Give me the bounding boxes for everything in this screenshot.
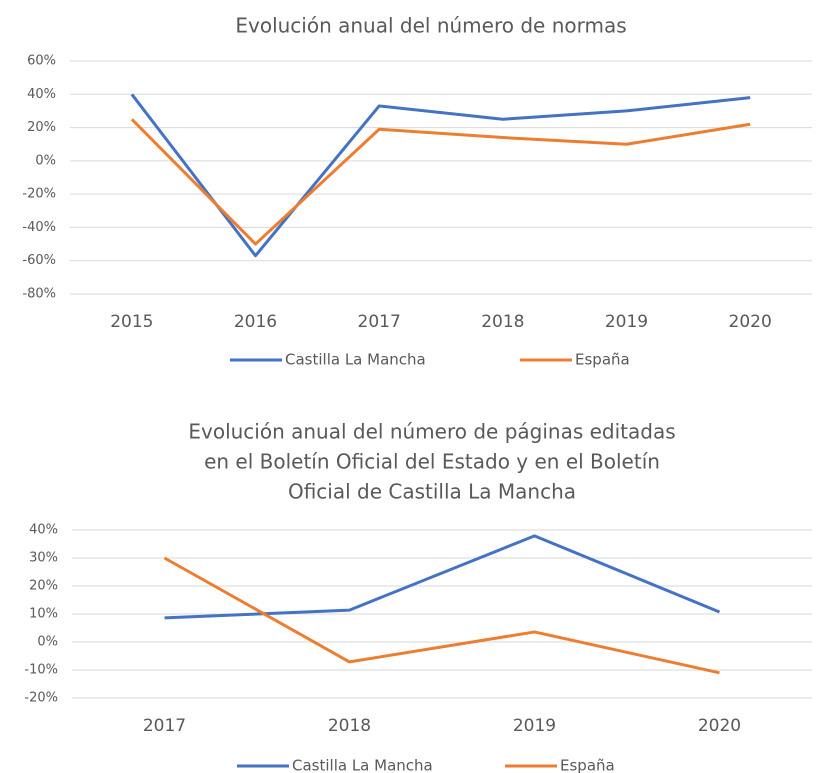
series-line <box>130 118 751 246</box>
y-tick-label: -10% <box>24 663 58 678</box>
series-line <box>163 556 720 675</box>
y-tick-label: 40% <box>29 523 58 538</box>
x-tick-label: 2019 <box>513 716 556 736</box>
legend-label: Castilla La Mancha <box>285 351 426 369</box>
y-tick-label: -40% <box>22 220 56 235</box>
y-tick-label: -60% <box>22 253 56 268</box>
x-tick-label: 2016 <box>234 312 277 332</box>
y-tick-label: 0% <box>35 153 56 168</box>
y-tick-label: 20% <box>29 579 58 594</box>
x-tick-label: 2018 <box>328 716 371 736</box>
legend-label: España <box>575 351 630 369</box>
series-line <box>164 534 721 620</box>
x-tick-label: 2020 <box>698 716 741 736</box>
y-tick-label: 30% <box>29 551 58 566</box>
x-tick-label: 2015 <box>110 312 153 332</box>
x-tick-label: 2017 <box>143 716 186 736</box>
x-tick-label: 2017 <box>358 312 401 332</box>
y-tick-label: -80% <box>22 287 56 302</box>
x-tick-label: 2020 <box>729 312 772 332</box>
series-line <box>130 93 751 258</box>
y-tick-label: 0% <box>37 635 58 650</box>
chart-title: Oficial de Castilla La Mancha <box>288 480 576 504</box>
y-tick-label: -20% <box>22 187 56 202</box>
y-tick-label: 40% <box>27 87 56 102</box>
legend-label: España <box>560 757 615 773</box>
chart-title: Evolución anual del número de páginas ed… <box>188 420 675 444</box>
y-tick-label: -20% <box>24 691 58 706</box>
x-tick-label: 2018 <box>481 312 524 332</box>
x-tick-label: 2019 <box>605 312 648 332</box>
y-tick-label: 10% <box>29 607 58 622</box>
y-tick-label: 60% <box>27 54 56 69</box>
legend-label: Castilla La Mancha <box>292 757 433 773</box>
chart-title: en el Boletín Oficial del Estado y en el… <box>204 450 660 474</box>
y-tick-label: 20% <box>27 120 56 135</box>
chart-title: Evolución anual del número de normas <box>235 14 626 38</box>
